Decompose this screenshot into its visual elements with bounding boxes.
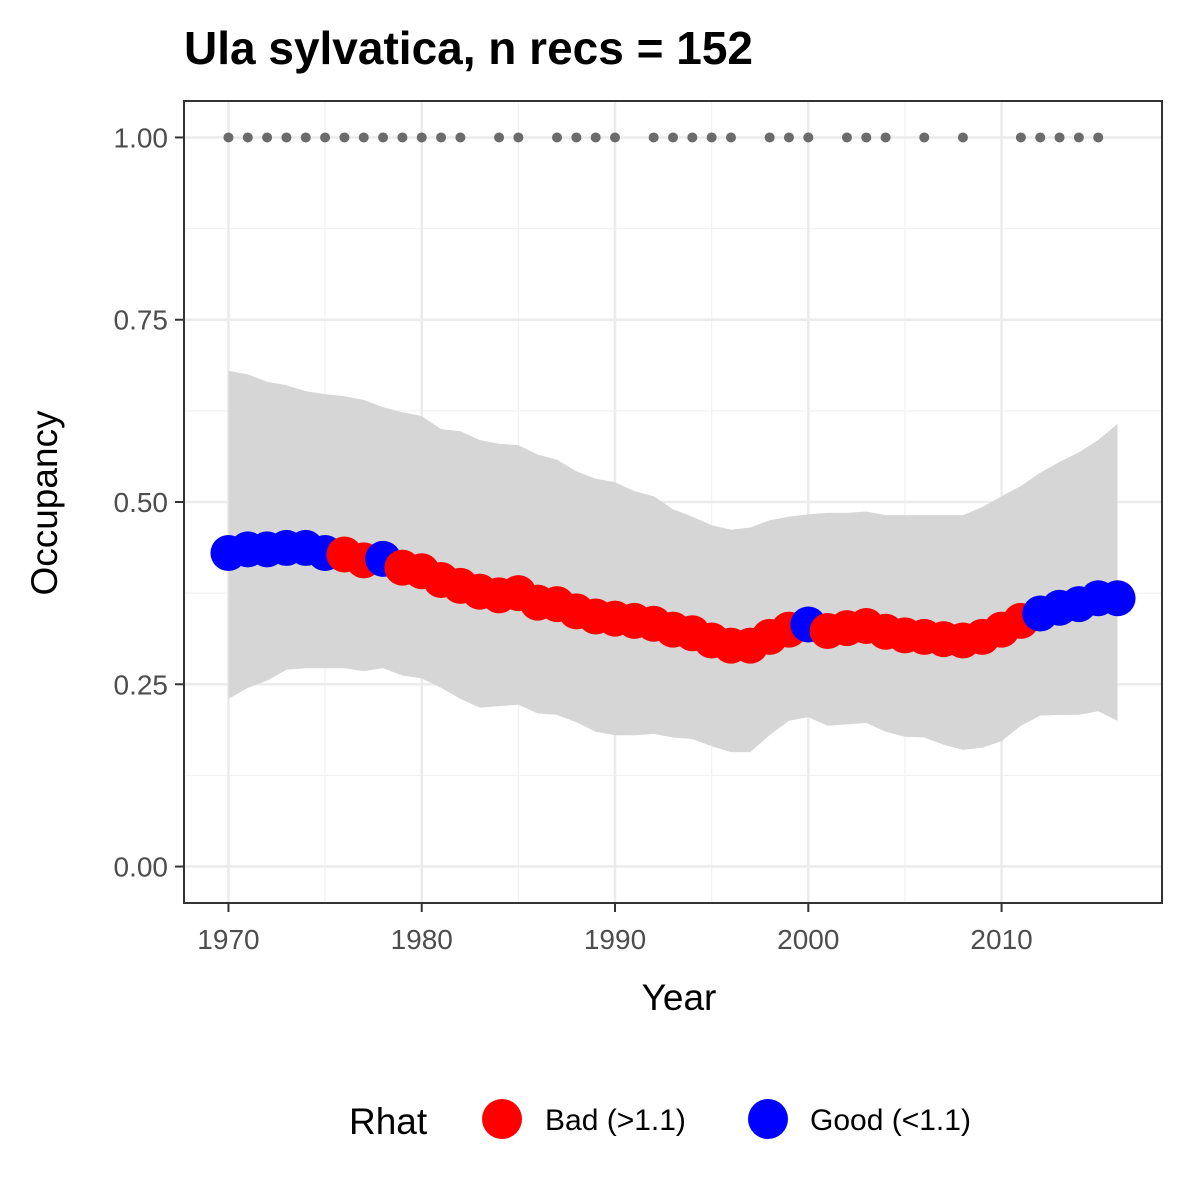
y-tick-label: 0.25 [114,669,169,700]
record-dot [513,132,524,143]
record-dot [590,132,601,143]
record-dot [610,132,621,143]
record-dot [223,132,234,143]
record-dot [494,132,505,143]
record-dot [861,132,872,143]
legend-swatch-bad [482,1099,522,1139]
x-axis-title: Year [642,977,717,1018]
record-dot [339,132,350,143]
record-dot [668,132,678,143]
plot-panel [183,100,1163,904]
occupancy-point [1099,580,1136,617]
legend-label-good: Good (<1.1) [810,1104,971,1137]
record-dot [242,132,253,143]
x-tick-label: 1990 [584,924,646,955]
record-dot [378,132,389,143]
y-tick-label: 0.75 [114,305,169,336]
y-tick-label: 1.00 [114,122,169,153]
record-dot [281,132,292,143]
confidence-ribbon [228,370,1118,753]
record-dot [416,132,427,143]
record-dot [783,132,794,143]
x-tick-label: 2000 [777,924,839,955]
record-dot [1035,132,1046,143]
record-dot [648,132,659,143]
legend-swatch-good [748,1099,788,1139]
legend: Rhat Bad (>1.1) Good (<1.1) [349,1099,971,1142]
x-axis: 1970 1980 1990 2000 2010 [197,903,1033,955]
y-tick-label: 0.00 [114,852,169,883]
y-tick-label: 0.50 [114,487,169,518]
record-dot [841,132,852,143]
y-axis: 0.00 0.25 0.50 0.75 1.00 [114,122,184,883]
record-dot [1073,132,1084,143]
legend-label-bad: Bad (>1.1) [545,1104,686,1137]
record-dot [706,132,717,143]
record-dot [455,132,466,143]
record-dot [1054,132,1065,143]
record-dot [1093,132,1104,143]
record-dot [687,132,698,143]
occupancy-points [210,529,1136,664]
record-dot [552,132,563,143]
record-dot [262,132,273,143]
record-dot [300,132,311,143]
record-dot [397,132,408,143]
legend-title: Rhat [349,1101,428,1142]
record-dot [1015,132,1026,143]
record-dots [223,132,1104,143]
record-dot [571,132,582,143]
record-dot [957,132,968,143]
x-tick-label: 1980 [391,924,453,955]
record-dot [764,132,775,143]
record-dot [803,132,814,143]
x-tick-label: 1970 [197,924,259,955]
record-dot [880,132,891,143]
y-axis-title: Occupancy [24,410,65,596]
record-dot [358,132,369,143]
record-dot [320,132,331,143]
record-dot [436,132,447,143]
x-tick-label: 2010 [970,924,1032,955]
record-dot [919,132,930,143]
record-dot [725,132,736,143]
chart-title: Ula sylvatica, n recs = 152 [184,22,753,74]
